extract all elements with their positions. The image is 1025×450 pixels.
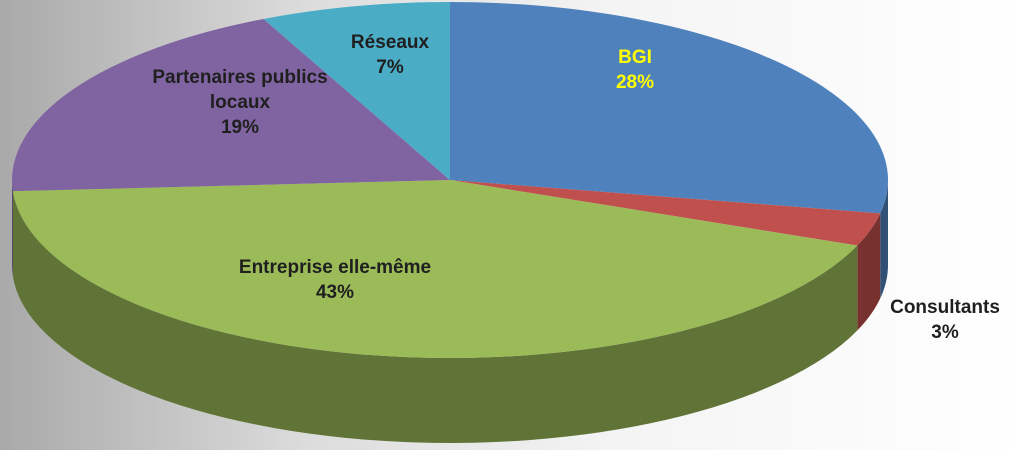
slice-name: BGI — [618, 47, 652, 68]
slice-name: Réseaux — [350, 32, 430, 53]
slice-side — [12, 180, 13, 277]
slice — [450, 180, 881, 246]
slice — [263, 2, 450, 180]
slice-value: 43% — [315, 282, 355, 303]
slice — [450, 2, 888, 214]
slice-label: BGI 28% — [560, 45, 710, 95]
slice-value: 28% — [615, 72, 655, 93]
slice-label: Entreprise elle-même 43% — [230, 255, 440, 305]
slice-side — [12, 191, 858, 443]
slice-name: Consultants — [890, 297, 1000, 318]
slice-side — [880, 180, 888, 299]
slice-side — [857, 213, 881, 331]
slice-name: Entreprise elle-même — [238, 257, 432, 278]
slice-label: Consultants 3% — [860, 295, 1025, 345]
slice-value: 19% — [220, 117, 260, 138]
slice-value: 7% — [376, 57, 404, 78]
slice-name: Partenaires publics locaux — [152, 67, 328, 113]
slice — [12, 180, 858, 358]
slice-value: 3% — [931, 322, 959, 343]
slice-label: Réseaux 7% — [320, 30, 460, 80]
slice — [11, 18, 450, 192]
slice-label: Partenaires publics locaux 19% — [150, 65, 330, 140]
